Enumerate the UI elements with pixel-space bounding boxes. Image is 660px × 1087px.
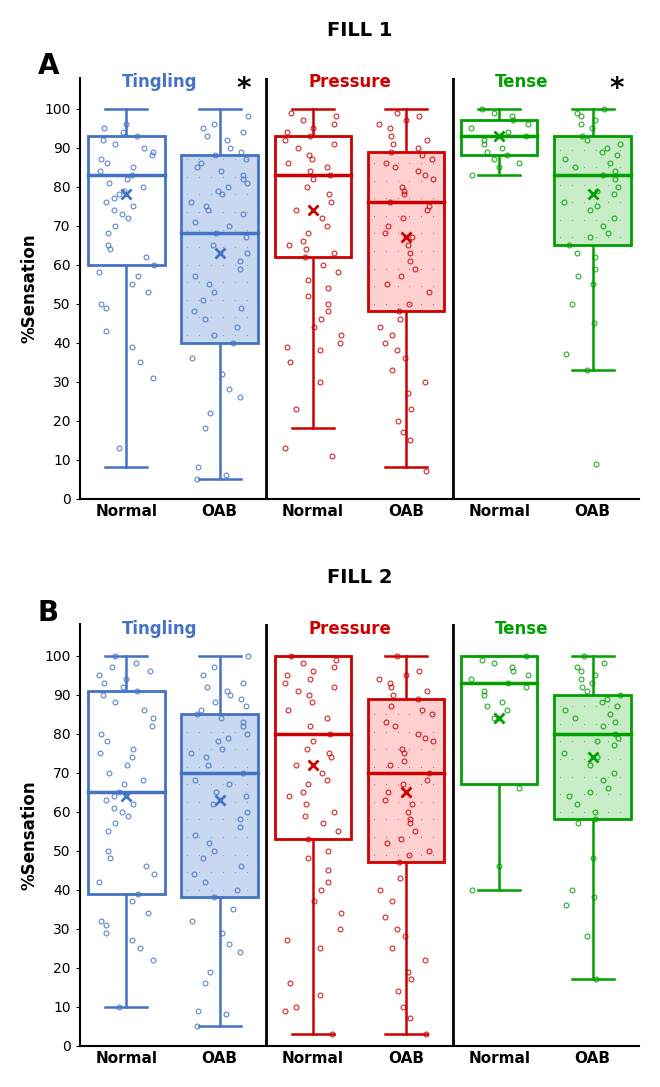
Bar: [554, 136, 631, 246]
Title: FILL 2: FILL 2: [327, 567, 392, 587]
Bar: [554, 695, 631, 820]
Text: A: A: [38, 52, 59, 80]
Text: Pressure: Pressure: [309, 73, 391, 91]
Text: Tingling: Tingling: [122, 73, 197, 91]
Y-axis label: %Sensation: %Sensation: [21, 234, 39, 342]
Bar: [275, 136, 351, 257]
Bar: [275, 655, 351, 839]
Bar: [461, 121, 537, 155]
Y-axis label: %Sensation: %Sensation: [21, 780, 39, 890]
Bar: [368, 699, 444, 862]
Text: B: B: [38, 599, 59, 627]
Text: Tense: Tense: [495, 620, 548, 638]
Title: FILL 1: FILL 1: [327, 21, 392, 40]
Text: Pressure: Pressure: [309, 620, 391, 638]
Text: Tense: Tense: [495, 73, 548, 91]
Bar: [368, 151, 444, 312]
Bar: [182, 155, 258, 342]
Bar: [182, 714, 258, 898]
Bar: [461, 655, 537, 785]
Bar: [88, 690, 164, 894]
Text: Tingling: Tingling: [122, 620, 197, 638]
Text: *: *: [236, 75, 251, 103]
Text: *: *: [609, 75, 624, 103]
Bar: [88, 136, 164, 264]
